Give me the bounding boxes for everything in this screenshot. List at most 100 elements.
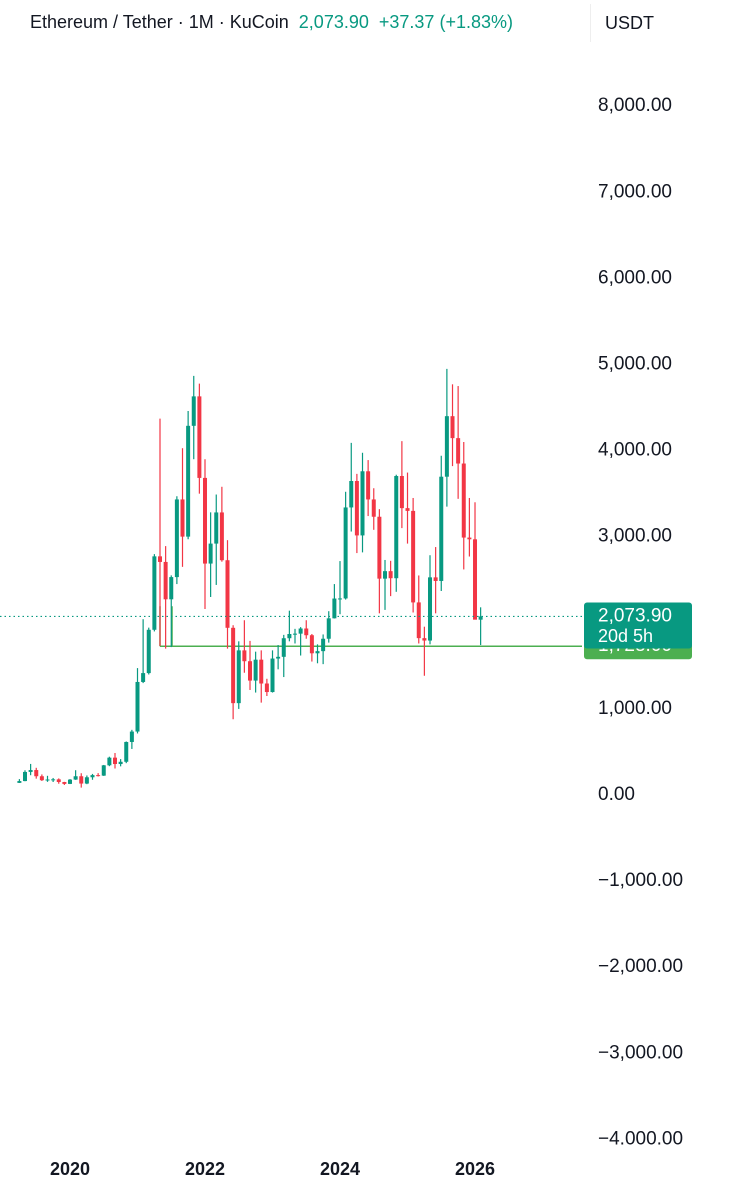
- candle-body: [34, 770, 39, 777]
- symbol: Ethereum / Tether · 1M · KuCoin: [30, 12, 289, 32]
- candle-body: [456, 438, 461, 464]
- x-tick-label: 2024: [320, 1159, 360, 1179]
- candle-body: [309, 635, 314, 654]
- candle-body: [186, 425, 191, 537]
- candle-body: [377, 516, 382, 579]
- candle-body: [219, 512, 224, 561]
- candle-body: [371, 499, 376, 517]
- candle-body: [146, 629, 151, 674]
- candle-body: [231, 627, 236, 704]
- candle-body: [248, 661, 253, 681]
- candle-body: [321, 638, 326, 652]
- y-tick-label: 0.00: [598, 784, 635, 805]
- y-tick-label: 1,000.00: [598, 698, 672, 719]
- candle-body: [253, 659, 258, 681]
- last-price-label: 2,073.90: [598, 605, 672, 626]
- candle-body: [73, 776, 78, 780]
- candle-body: [450, 416, 455, 439]
- candle-body: [51, 779, 56, 781]
- price: 2,073.90: [298, 12, 369, 32]
- y-tick-label: −4.000.00: [598, 1128, 683, 1149]
- candle-body: [236, 650, 241, 704]
- level-label: 1,728.00: [598, 635, 672, 656]
- candle-body: [135, 681, 140, 732]
- candle-body: [366, 471, 371, 500]
- candle-body: [444, 416, 449, 477]
- x-tick-label: 2022: [185, 1159, 225, 1179]
- candle-body: [118, 761, 123, 765]
- candle-body: [315, 651, 320, 654]
- y-tick-label: 5,000.00: [598, 354, 672, 375]
- level-label-box: [584, 633, 692, 660]
- x-tick-label: 2026: [455, 1159, 495, 1179]
- candle-body: [439, 476, 444, 581]
- candle-body: [225, 560, 230, 628]
- candle-body: [270, 658, 275, 693]
- candle-body: [39, 776, 44, 781]
- candle-body: [332, 598, 337, 619]
- candle-body: [276, 656, 281, 659]
- candle-body: [338, 598, 343, 600]
- candle-body: [349, 481, 354, 508]
- candle-body: [394, 476, 399, 579]
- candle-body: [84, 777, 89, 784]
- candle-body: [399, 476, 404, 509]
- candle-body: [422, 638, 427, 641]
- candle-body: [478, 616, 483, 620]
- candle-body: [56, 779, 61, 783]
- candle-body: [157, 556, 162, 562]
- candle-body: [326, 618, 331, 639]
- candle-body: [141, 673, 146, 682]
- y-tick-label: 4,000.00: [598, 440, 672, 461]
- candle-body: [174, 499, 179, 578]
- candle-body: [388, 571, 393, 579]
- y-tick-label: 6,000.00: [598, 267, 672, 288]
- candle-body: [287, 634, 292, 639]
- candle-body: [79, 776, 84, 784]
- y-tick-label: −1,000.00: [598, 870, 683, 891]
- candle-body: [17, 781, 22, 783]
- candle-body: [405, 508, 410, 511]
- candle-body: [281, 638, 286, 657]
- header: Ethereum / Tether · 1M · KuCoin 2,073.90…: [30, 12, 513, 33]
- candle-body: [129, 731, 134, 742]
- candle-body: [360, 471, 365, 536]
- candle-body: [467, 537, 472, 540]
- x-tick-label: 2020: [50, 1159, 90, 1179]
- candle-body: [383, 571, 388, 579]
- candle-body: [416, 602, 421, 639]
- candle-body: [242, 650, 247, 662]
- candle-body: [461, 463, 466, 538]
- candle-body: [411, 510, 416, 603]
- candle-body: [107, 757, 112, 766]
- candle-body: [428, 577, 433, 641]
- candle-body: [203, 477, 208, 564]
- candle-body: [208, 543, 213, 564]
- candle-body: [354, 481, 359, 536]
- countdown-label: 20d 5h: [598, 626, 653, 646]
- candle-body: [113, 757, 118, 765]
- last-price-box: [584, 602, 692, 649]
- candle-body: [96, 775, 101, 777]
- candle-body: [101, 765, 106, 776]
- candle-body: [298, 628, 303, 634]
- currency-button[interactable]: USDT: [590, 4, 705, 42]
- candle-body: [197, 396, 202, 478]
- change: +37.37 (+1.83%): [378, 12, 513, 32]
- y-tick-label: 8,000.00: [598, 95, 672, 116]
- candle-body: [62, 782, 67, 784]
- candle-body: [259, 659, 264, 684]
- candle-body: [124, 741, 129, 762]
- candle-body: [191, 396, 196, 426]
- candle-body: [163, 561, 168, 600]
- candle-body: [304, 628, 309, 636]
- candle-body: [473, 539, 478, 620]
- y-tick-label: 7,000.00: [598, 181, 672, 202]
- candle-body: [67, 779, 72, 784]
- candle-body: [264, 683, 269, 693]
- y-tick-label: −2,000.00: [598, 956, 683, 977]
- candle-body: [343, 507, 348, 599]
- candle-body: [180, 499, 185, 537]
